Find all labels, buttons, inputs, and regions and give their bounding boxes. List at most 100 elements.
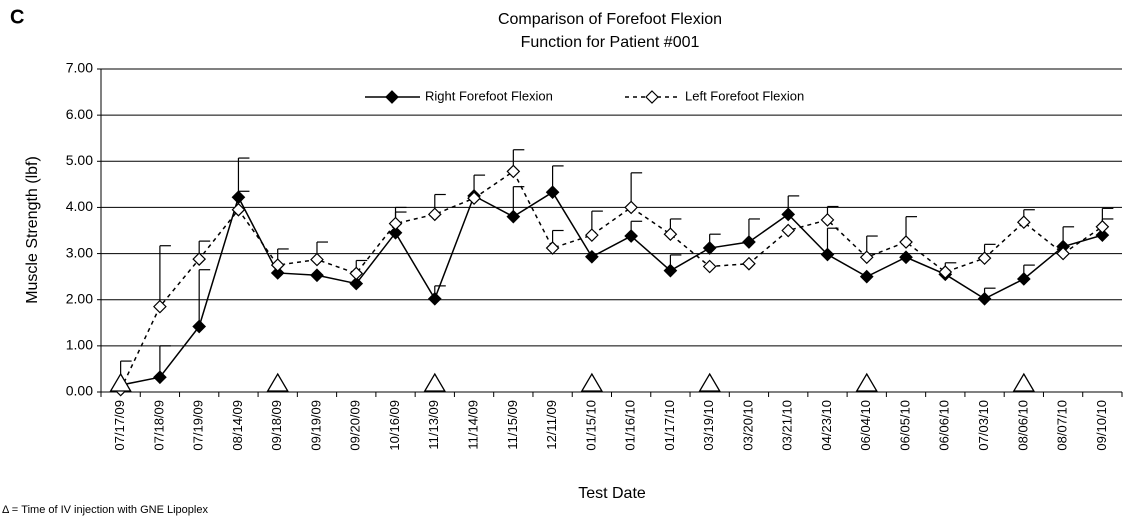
y-tick-label: 1.00 <box>66 337 93 353</box>
point <box>585 249 599 264</box>
x-tick-label: 07/17/09 <box>112 400 127 451</box>
point <box>231 190 246 205</box>
chart-title: Comparison of Forefoot Flexion <box>498 11 722 28</box>
panel-label: C <box>10 6 24 28</box>
point <box>545 185 560 200</box>
point <box>349 276 364 291</box>
point <box>1095 219 1110 234</box>
point <box>742 235 756 249</box>
point <box>702 241 717 255</box>
y-tick-label: 2.00 <box>66 290 93 306</box>
x-tick-label: 09/19/09 <box>308 400 323 451</box>
point <box>585 228 599 242</box>
x-tick-label: 09/20/09 <box>348 400 363 451</box>
series-line <box>120 191 1103 386</box>
point <box>192 252 207 266</box>
point <box>349 266 364 281</box>
point <box>545 241 560 255</box>
point <box>899 235 913 249</box>
x-tick-label: 03/19/10 <box>701 400 716 451</box>
x-tick-label: 09/10/10 <box>1094 400 1109 451</box>
x-tick-label: 06/04/10 <box>858 400 873 451</box>
injection-marker <box>698 372 721 392</box>
point <box>270 258 285 272</box>
y-tick-label: 0.00 <box>66 383 93 399</box>
point <box>153 299 167 314</box>
x-tick-label: 03/20/10 <box>740 400 755 451</box>
y-axis-label: Muscle Strength (lbf) <box>24 156 41 304</box>
point <box>977 291 992 306</box>
point <box>506 209 521 224</box>
x-tick-label: 04/23/10 <box>819 400 834 451</box>
injection-marker <box>266 372 289 392</box>
point <box>938 265 953 279</box>
legend-label: Right Forefoot Flexion <box>425 88 553 103</box>
point <box>820 213 835 227</box>
x-tick-label: 07/19/09 <box>191 400 206 451</box>
injection-marker <box>109 372 132 392</box>
x-tick-label: 08/14/09 <box>230 400 245 451</box>
point <box>1056 246 1070 261</box>
point <box>231 202 246 217</box>
y-tick-label: 4.00 <box>66 198 93 214</box>
y-tick-label: 7.00 <box>66 60 93 76</box>
injection-marker <box>855 372 878 392</box>
x-tick-label: 01/15/10 <box>583 400 598 451</box>
x-tick-label: 01/17/10 <box>662 400 677 451</box>
footnote: Δ = Time of IV injection with GNE Lipopl… <box>2 504 208 516</box>
point <box>467 191 481 206</box>
point <box>899 250 913 265</box>
point <box>781 223 796 238</box>
x-axis-label: Test Date <box>578 485 646 502</box>
point <box>820 247 835 262</box>
point <box>388 216 403 231</box>
x-tick-label: 11/15/09 <box>505 400 520 450</box>
point <box>859 250 874 265</box>
x-tick-label: 09/18/09 <box>269 400 284 451</box>
point <box>506 164 521 179</box>
x-tick-label: 12/11/09 <box>544 400 559 450</box>
point <box>624 200 638 215</box>
x-tick-label: 08/06/10 <box>1015 400 1030 451</box>
point <box>427 291 442 306</box>
legend-label: Left Forefoot Flexion <box>685 88 804 103</box>
injection-marker <box>1012 372 1035 392</box>
point <box>624 229 638 243</box>
x-tick-label: 06/06/10 <box>937 400 952 451</box>
y-tick-label: 3.00 <box>66 244 93 260</box>
point <box>781 207 796 222</box>
point <box>663 227 678 242</box>
injection-marker <box>580 372 604 392</box>
legend-marker <box>645 90 659 104</box>
point <box>192 319 207 334</box>
x-tick-label: 10/16/09 <box>387 400 402 451</box>
point <box>1095 228 1110 242</box>
point <box>859 269 874 284</box>
x-tick-label: 01/16/10 <box>623 400 638 451</box>
legend-marker <box>385 90 399 104</box>
x-tick-label: 07/03/10 <box>976 400 991 451</box>
point <box>663 263 678 278</box>
injection-marker <box>423 372 446 392</box>
point <box>1016 215 1031 230</box>
point <box>310 252 324 267</box>
point <box>702 259 717 274</box>
point <box>153 370 167 385</box>
point <box>742 256 756 271</box>
y-tick-label: 6.00 <box>66 106 93 122</box>
y-tick-label: 5.00 <box>66 152 93 168</box>
series-line <box>119 170 1103 391</box>
point <box>977 251 992 266</box>
chart-title: Function for Patient #001 <box>521 34 700 51</box>
x-tick-label: 11/13/09 <box>426 400 441 450</box>
x-tick-label: 06/05/10 <box>897 400 912 451</box>
x-tick-label: 03/21/10 <box>780 400 795 451</box>
x-tick-label: 07/18/09 <box>151 400 166 451</box>
point <box>1016 272 1031 286</box>
point <box>270 266 285 280</box>
x-tick-label: 08/07/10 <box>1055 400 1070 451</box>
point <box>388 225 403 240</box>
x-tick-label: 11/14/09 <box>465 400 480 450</box>
point <box>427 207 442 222</box>
